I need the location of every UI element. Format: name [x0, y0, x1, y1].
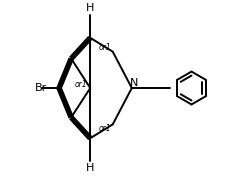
Text: or1: or1 — [99, 43, 112, 52]
Text: H: H — [86, 3, 94, 13]
Text: H: H — [86, 163, 94, 173]
Text: or1: or1 — [75, 80, 87, 89]
Text: N: N — [130, 78, 138, 88]
Text: or1: or1 — [99, 124, 112, 133]
Text: Br: Br — [35, 83, 47, 93]
